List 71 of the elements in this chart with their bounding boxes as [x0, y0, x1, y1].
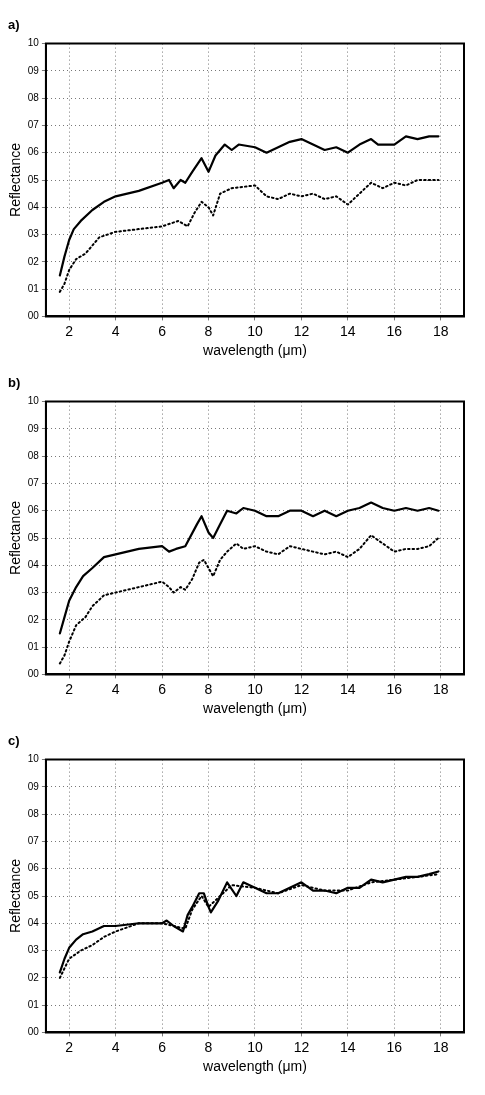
chart-title: b) — [8, 375, 21, 391]
chart-title: c) — [8, 733, 20, 749]
chart-title: a) — [8, 17, 20, 33]
x-tick-label: 4 — [111, 680, 120, 697]
x-tick-label: 2 — [65, 680, 74, 697]
x-axis-title: wavelength (μm) — [202, 1058, 307, 1075]
x-tick-label: 6 — [158, 322, 167, 339]
y-tick-label: 02 — [27, 971, 40, 983]
x-tick-label: 16 — [386, 1038, 403, 1055]
y-tick-label: 10 — [27, 753, 40, 765]
y-axis-title: Reflectance — [7, 142, 24, 217]
x-tick-label: 14 — [340, 680, 356, 697]
y-tick-label: 08 — [27, 449, 40, 461]
y-axis-title: Reflectance — [7, 858, 24, 933]
y-tick-label: 06 — [27, 146, 40, 158]
x-tick-label: 18 — [432, 680, 449, 697]
y-tick-label: 07 — [27, 477, 40, 489]
y-tick-label: 09 — [27, 64, 40, 76]
y-tick-label: 09 — [27, 422, 40, 434]
y-tick-label: 01 — [27, 998, 40, 1010]
x-axis-title: wavelength (μm) — [202, 700, 307, 717]
x-tick-label: 4 — [111, 1038, 120, 1055]
x-tick-label: 12 — [293, 1038, 310, 1055]
y-tick-label: 05 — [27, 531, 40, 543]
x-tick-label: 18 — [432, 322, 449, 339]
x-tick-label: 18 — [432, 1038, 449, 1055]
y-tick-label: 05 — [27, 889, 40, 901]
y-tick-label: 06 — [27, 504, 40, 516]
x-tick-label: 12 — [293, 322, 310, 339]
y-tick-label: 03 — [27, 228, 40, 240]
y-tick-label: 00 — [27, 1026, 40, 1038]
x-tick-label: 16 — [386, 680, 403, 697]
y-tick-label: 08 — [27, 807, 40, 819]
y-tick-label: 01 — [27, 282, 40, 294]
y-tick-label: 04 — [27, 201, 40, 213]
y-tick-label: 04 — [27, 917, 40, 929]
y-tick-label: 01 — [27, 640, 40, 652]
x-tick-label: 4 — [111, 322, 120, 339]
x-axis-title: wavelength (μm) — [202, 342, 307, 359]
line-series — [58, 179, 440, 293]
x-tick-label: 2 — [65, 322, 74, 339]
y-tick-label: 03 — [27, 944, 40, 956]
x-tick-label: 8 — [204, 322, 213, 339]
y-tick-label: 00 — [27, 668, 40, 680]
x-tick-label: 10 — [247, 322, 263, 339]
y-tick-label: 10 — [27, 37, 40, 49]
x-tick-label: 6 — [158, 680, 167, 697]
line-series — [58, 534, 440, 665]
x-tick-label: 6 — [158, 1038, 167, 1055]
x-tick-label: 16 — [386, 322, 403, 339]
y-tick-label: 02 — [27, 255, 40, 267]
y-axis-title: Reflectance — [7, 500, 24, 575]
x-tick-label: 14 — [340, 322, 356, 339]
y-tick-label: 02 — [27, 613, 40, 625]
x-tick-label: 10 — [247, 680, 263, 697]
y-tick-label: 08 — [27, 91, 40, 103]
x-tick-label: 12 — [293, 680, 310, 697]
y-tick-label: 03 — [27, 586, 40, 598]
x-tick-label: 14 — [340, 1038, 356, 1055]
y-tick-label: 00 — [27, 310, 40, 322]
x-tick-label: 10 — [247, 1038, 263, 1055]
y-tick-label: 07 — [27, 835, 40, 847]
x-tick-label: 8 — [204, 1038, 213, 1055]
y-tick-label: 05 — [27, 173, 40, 185]
y-tick-label: 10 — [27, 395, 40, 407]
y-tick-label: 09 — [27, 780, 40, 792]
y-tick-label: 06 — [27, 862, 40, 874]
x-tick-label: 8 — [204, 680, 213, 697]
y-tick-label: 04 — [27, 559, 40, 571]
x-tick-label: 2 — [65, 1038, 74, 1055]
y-tick-label: 07 — [27, 119, 40, 131]
